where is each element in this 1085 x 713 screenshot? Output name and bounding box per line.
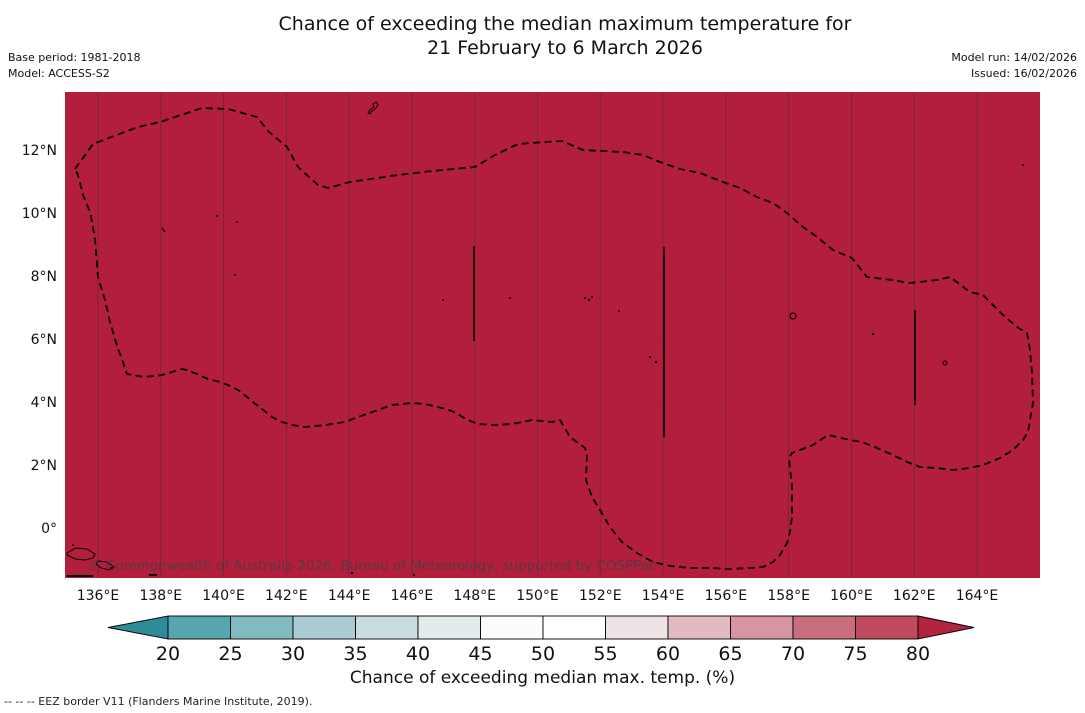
- model-run-text: Model run: 14/02/2026: [951, 51, 1077, 64]
- base-period-text: Base period: 1981-2018: [8, 51, 141, 64]
- chuuk-dot: [591, 296, 593, 298]
- island-dot: [216, 215, 218, 217]
- colorbar-tick-label: 80: [905, 643, 931, 665]
- x-tick-label: 152°E: [578, 588, 622, 604]
- colorbar-over-arrow: [917, 615, 975, 640]
- island-dot: [654, 360, 658, 364]
- issued-text: Issued: 16/02/2026: [970, 67, 1077, 80]
- colorbar-tick-label: 55: [593, 643, 618, 665]
- colorbar-tick-label: 40: [405, 643, 431, 665]
- eez-border-dashed: [74, 107, 1034, 570]
- colorbar: [107, 615, 975, 640]
- model-text: Model: ACCESS-S2: [8, 67, 110, 80]
- colorbar-label: Chance of exceeding median max. temp. (%…: [349, 668, 736, 688]
- coastline-island: [66, 547, 96, 561]
- run-metadata-right: Model run: 14/02/2026 Issued: 16/02/2026: [951, 50, 1077, 82]
- land-coastlines: [66, 547, 157, 577]
- colorbar-segment: [605, 615, 669, 640]
- colorbar-tick-label: 20: [155, 643, 181, 665]
- run-metadata-left: Base period: 1981-2018 Model: ACCESS-S2: [8, 50, 140, 82]
- pohnpei-island: [789, 312, 797, 320]
- colorbar-segment: [480, 615, 544, 640]
- island-dot: [412, 573, 416, 577]
- island-dot: [234, 274, 236, 276]
- y-tick-label: 12°N: [21, 143, 57, 159]
- map-svg: © Commonwealth of Australia 2026, Bureau…: [65, 92, 1040, 578]
- y-tick-label: 6°N: [30, 332, 57, 348]
- y-tick-label: 0°: [41, 521, 57, 537]
- x-tick-label: 136°E: [76, 588, 120, 604]
- x-tick-label: 150°E: [516, 588, 559, 604]
- x-tick-label: 158°E: [767, 588, 810, 604]
- x-tick-label: 140°E: [202, 588, 245, 604]
- colorbar-segment: [230, 615, 294, 640]
- y-tick-label: 2°N: [30, 458, 57, 474]
- island-dot: [871, 332, 875, 336]
- map-panel: © Commonwealth of Australia 2026, Bureau…: [65, 92, 1040, 578]
- colorbar-tick-label: 30: [280, 643, 306, 665]
- x-tick-label: 148°E: [453, 588, 496, 604]
- x-tick-label: 164°E: [955, 588, 999, 604]
- chuuk-dot: [583, 296, 587, 300]
- x-tick-label: 156°E: [704, 588, 748, 604]
- colorbar-segment: [355, 615, 419, 640]
- colorbar-tick-label: 25: [218, 643, 243, 665]
- eez-internal-boundaries: [473, 246, 916, 437]
- map-watermark: © Commonwealth of Australia 2026, Bureau…: [88, 558, 656, 574]
- island-dot: [236, 221, 238, 223]
- colorbar-segment: [292, 615, 356, 640]
- y-tick-label: 8°N: [30, 269, 57, 285]
- islands: [72, 101, 1024, 577]
- x-tick-label: 144°E: [327, 588, 371, 604]
- island-dot: [350, 571, 354, 575]
- island-dot: [509, 297, 511, 299]
- colorbar-segment: [855, 615, 919, 640]
- y-tick-label: 10°N: [21, 206, 57, 222]
- colorbar-tick-label: 45: [468, 643, 493, 665]
- y-tick-label: 4°N: [30, 395, 57, 411]
- island-dot: [648, 355, 652, 359]
- guam-island: [367, 101, 379, 115]
- coastline-island: [95, 560, 115, 571]
- x-tick-label: 162°E: [892, 588, 936, 604]
- colorbar-segment: [542, 615, 606, 640]
- x-tick-label: 146°E: [390, 588, 434, 604]
- colorbar-segment: [417, 615, 481, 640]
- island-dot: [72, 544, 74, 546]
- chuuk-dot: [587, 298, 591, 302]
- yap-island: [161, 227, 166, 233]
- island-dot: [1022, 164, 1024, 166]
- kosrae-island: [942, 360, 948, 366]
- x-tick-label: 160°E: [830, 588, 873, 604]
- page-title: Chance of exceeding the median maximum t…: [0, 12, 1085, 60]
- colorbar-tick-label: 35: [343, 643, 368, 665]
- colorbar-segment: [167, 615, 231, 640]
- colorbar-under-arrow: [107, 615, 169, 640]
- title-line-2: 21 February to 6 March 2026: [426, 37, 703, 59]
- colorbar-tick-label: 50: [530, 643, 556, 665]
- x-tick-label: 154°E: [641, 588, 685, 604]
- colorbar-segment: [730, 615, 794, 640]
- colorbar-tick-label: 75: [843, 643, 868, 665]
- title-line-1: Chance of exceeding the median maximum t…: [278, 13, 852, 35]
- island-dot: [618, 310, 620, 312]
- x-tick-label: 138°E: [139, 588, 183, 604]
- colorbar-tick-label: 65: [718, 643, 743, 665]
- colorbar-tick-label: 70: [780, 643, 806, 665]
- colorbar-segment: [792, 615, 856, 640]
- island-dot: [442, 299, 444, 301]
- island-dot: [110, 567, 112, 569]
- ocean-fill: [65, 92, 1040, 578]
- colorbar-tick-label: 60: [655, 643, 681, 665]
- coastline-mainland: [67, 574, 157, 577]
- colorbar-segment: [667, 615, 731, 640]
- x-tick-label: 142°E: [265, 588, 308, 604]
- eez-footnote: -- -- -- EEZ border V11 (Flanders Marine…: [4, 695, 313, 708]
